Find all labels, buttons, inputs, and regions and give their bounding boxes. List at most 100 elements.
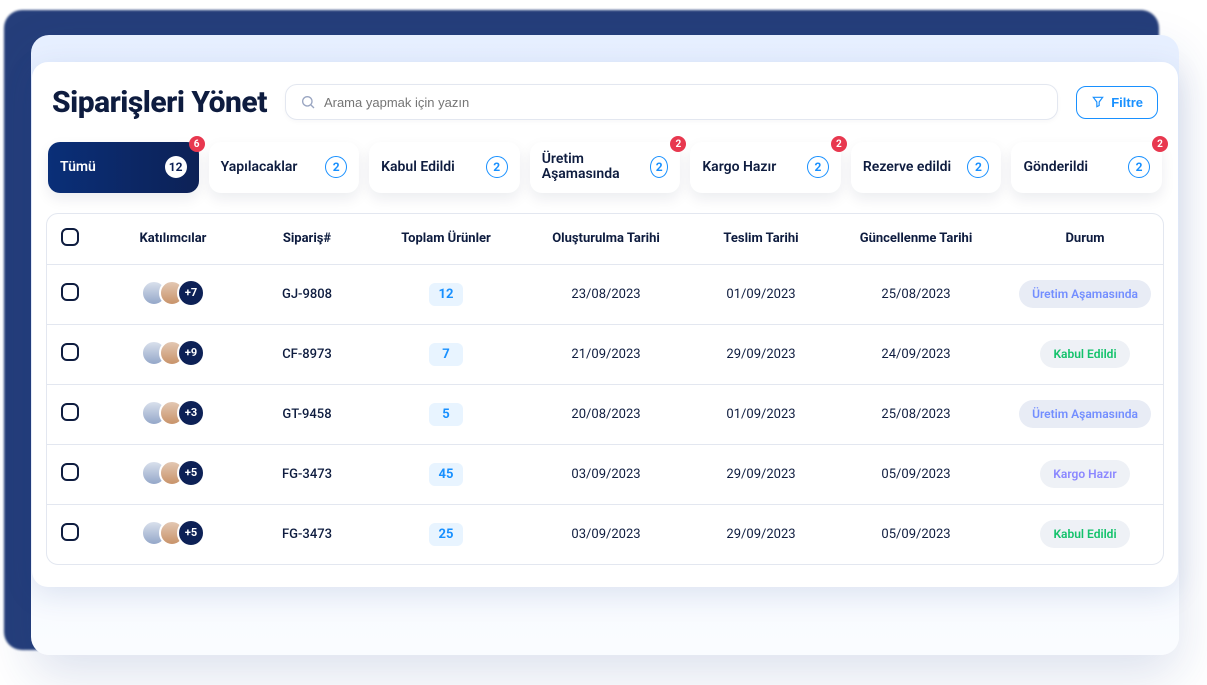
order-id-cell: FG-3473 [243,527,371,542]
created-cell: 03/09/2023 [521,527,691,542]
created-cell: 03/09/2023 [521,467,691,482]
updated-cell: 25/08/2023 [831,287,1001,302]
qty-chip: 7 [429,343,463,366]
order-id-cell: GJ-9808 [243,287,371,302]
tab-kargo-hazır[interactable]: Kargo Hazır22 [690,142,841,193]
filter-button[interactable]: Filtre [1076,86,1158,119]
tab-kabul-edildi[interactable]: Kabul Edildi 2 [369,142,520,193]
table-header: Katılımcılar Sipariş# Toplam Ürünler Olu… [47,214,1163,264]
participants-cell: +7 [103,279,243,310]
updated-cell: 24/09/2023 [831,347,1001,362]
tab-count: 2 [650,156,668,178]
tab-count: 2 [807,156,829,178]
orders-table: Katılımcılar Sipariş# Toplam Ürünler Olu… [46,213,1164,565]
table-row[interactable]: +3GT-9458520/08/202301/09/202325/08/2023… [47,384,1163,444]
row-checkbox[interactable] [61,343,79,361]
tab-count: 12 [165,156,187,178]
delivery-cell: 29/09/2023 [691,347,831,362]
created-cell: 21/09/2023 [521,347,691,362]
status-badge: Kabul Edildi [1040,340,1129,368]
col-total-products: Toplam Ürünler [371,231,521,246]
delivery-cell: 01/09/2023 [691,287,831,302]
updated-cell: 05/09/2023 [831,467,1001,482]
tab-yapılacaklar[interactable]: Yapılacaklar 2 [209,142,360,193]
select-all-checkbox[interactable] [61,228,79,246]
search-icon [300,94,316,110]
filter-icon [1091,95,1105,109]
avatar-more[interactable]: +3 [177,399,205,427]
orders-card: Siparişleri Yönet Filtre Tümü126Yapılaca… [32,62,1178,587]
tab-badge: 2 [831,136,847,152]
status-badge: Kabul Edildi [1040,520,1129,548]
table-row[interactable]: +7 GJ-98081223/08/202301/09/202325/08/202… [47,264,1163,324]
qty-cell: 25 [371,523,521,546]
tab-label: Kabul Edildi [381,160,455,175]
tab-gönderildi[interactable]: Gönderildi22 [1011,142,1162,193]
status-cell: Kabul Edildi [1001,340,1164,368]
participants-cell: +3 [103,399,243,430]
participants-cell: +9 [103,339,243,370]
table-row[interactable]: +9 CF-8973 7 21/09/202329/09/202324/09/2023… [47,324,1163,384]
tab-tümü[interactable]: Tümü126 [48,142,199,193]
avatar-more[interactable]: +5 [177,459,205,487]
delivery-cell: 29/09/2023 [691,467,831,482]
row-checkbox[interactable] [61,523,79,541]
tab-badge: 6 [189,136,205,152]
order-id-cell: GT-9458 [243,407,371,422]
status-badge: Kargo Hazır [1040,460,1129,488]
tab-badge: 2 [1152,136,1168,152]
participants-cell: +5 [103,459,243,490]
avatar-more[interactable]: +7 [177,279,205,307]
avatar-more[interactable]: +9 [177,339,205,367]
qty-chip: 25 [429,523,464,546]
order-id-cell: FG-3473 [243,467,371,482]
updated-cell: 05/09/2023 [831,527,1001,542]
tab-count: 2 [486,156,508,178]
search-wrap[interactable] [285,84,1058,120]
tab-badge: 2 [670,136,686,152]
delivery-cell: 29/09/2023 [691,527,831,542]
col-participants: Katılımcılar [103,231,243,246]
qty-cell: 5 [371,403,521,426]
created-cell: 23/08/2023 [521,287,691,302]
row-checkbox[interactable] [61,463,79,481]
tabs-row: Tümü126Yapılacaklar2Kabul Edildi2Üretim … [46,142,1164,193]
participants-cell: +5 [103,519,243,550]
tab-count: 2 [967,156,989,178]
created-cell: 20/08/2023 [521,407,691,422]
status-cell: Üretim Aşamasında [1001,400,1164,428]
delivery-cell: 01/09/2023 [691,407,831,422]
table-row[interactable]: +5 FG-3473 45 03/09/202329/09/202305/09/202… [47,444,1163,504]
tab-label: Kargo Hazır [702,160,776,175]
row-checkbox[interactable] [61,283,79,301]
row-checkbox[interactable] [61,403,79,421]
qty-chip: 45 [429,463,464,486]
tab-label: Yapılacaklar [221,160,298,175]
col-status: Durum [1001,231,1164,246]
header-row: Siparişleri Yönet Filtre [46,84,1164,134]
col-created-date: Oluşturulma Tarihi [521,231,691,246]
tab-üretim-aşamasında[interactable]: Üretim Aşamasında22 [530,142,681,193]
order-id-cell: CF-8973 [243,347,371,362]
avatar-more[interactable]: +5 [177,519,205,547]
search-input[interactable] [324,95,1043,110]
col-order-id: Sipariş# [243,231,371,246]
qty-cell: 45 [371,463,521,486]
table-body: +7GJ-98081223/08/202301/09/202325/08/202… [47,264,1163,564]
table-row[interactable]: +5 FG-3473 25 03/09/202329/09/202305/09/202… [47,504,1163,564]
qty-cell: 12 [371,283,521,306]
col-delivery-date: Teslim Tarihi [691,231,831,246]
tab-label: Tümü [60,160,96,175]
status-cell: Kabul Edildi [1001,520,1164,548]
tab-rezerve-edildi[interactable]: Rezerve edildi2 [851,142,1002,193]
status-cell: Üretim Aşamasında [1001,280,1164,308]
tab-count: 2 [1128,156,1150,178]
tab-label: Gönderildi [1023,160,1088,175]
page-title: Siparişleri Yönet [52,85,267,120]
tab-count: 2 [325,156,347,178]
qty-cell: 7 [371,343,521,366]
col-updated-date: Güncellenme Tarihi [831,231,1001,246]
status-cell: Kargo Hazır [1001,460,1164,488]
tab-label: Üretim Aşamasında [542,152,642,183]
status-badge: Üretim Aşamasında [1019,400,1151,428]
